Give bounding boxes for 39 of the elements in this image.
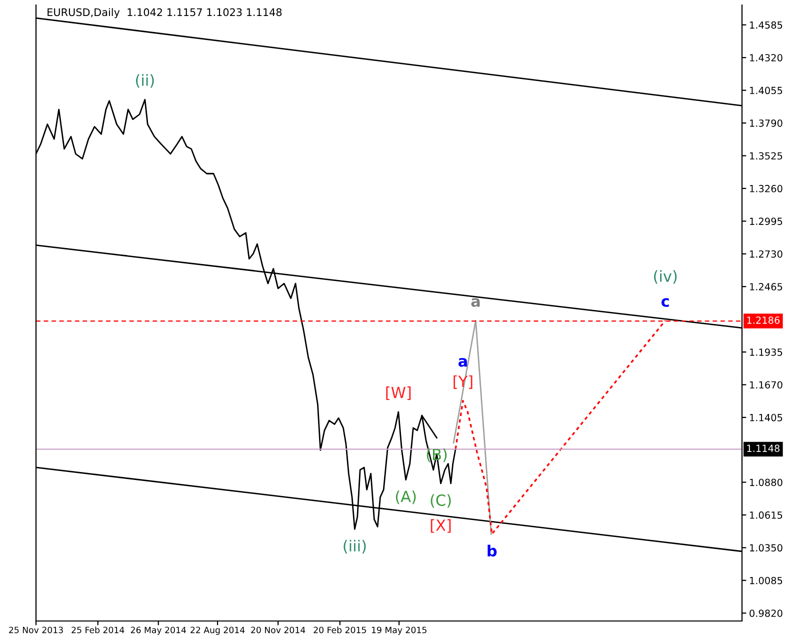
ref-line-label: 1.2186 (747, 316, 780, 324)
y-tick-label: 1.2730 (750, 250, 782, 258)
y-tick-label: 1.3525 (750, 152, 782, 160)
x-tick-label: 25 Nov 2013 (9, 626, 63, 634)
y-tick-label: 1.2995 (750, 218, 782, 225)
x-tick-label: 20 Feb 2015 (314, 626, 366, 634)
y-tick-label: 1.4585 (750, 21, 782, 29)
annotation: (iv) (654, 270, 677, 284)
annotation: (C) (430, 494, 451, 508)
y-tick-label: 1.1935 (750, 348, 782, 356)
x-tick-label: 25 Feb 2014 (72, 626, 124, 634)
annotation: (A) (396, 490, 416, 504)
chart-title: EURUSD,Daily 1.1042 1.1157 1.1023 1.1148 (48, 8, 282, 18)
y-tick-label: 1.4320 (750, 54, 782, 62)
y-tick-label: 1.0350 (750, 544, 782, 552)
y-tick-label: 1.4055 (750, 86, 782, 94)
y-tick-label: 1.3260 (750, 184, 782, 192)
annotation: (ii) (136, 74, 154, 88)
annotation: [X] (430, 519, 451, 533)
y-tick-label: 1.0880 (750, 478, 782, 486)
y-tick-label: 1.1670 (750, 381, 782, 389)
x-tick-label: 26 May 2014 (130, 626, 186, 635)
annotation: a (458, 358, 467, 367)
x-tick-label: 19 May 2015 (372, 626, 426, 635)
y-tick-label: 1.1405 (750, 414, 782, 422)
annotation: [W] (386, 386, 411, 400)
annotation: c (661, 298, 669, 307)
ref-line-label: 1.1148 (747, 444, 780, 452)
annotation: (iii) (344, 540, 366, 554)
x-tick-label: 22 Aug 2014 (190, 626, 245, 635)
x-tick-label: 20 Nov 2014 (251, 626, 306, 634)
y-tick-label: 1.0615 (750, 511, 782, 519)
annotation: [Y] (454, 375, 472, 389)
y-tick-label: 1.0085 (750, 576, 782, 584)
annotation: b (488, 544, 497, 557)
y-tick-label: 1.2465 (750, 283, 782, 290)
y-tick-label: 0.9820 (750, 610, 782, 617)
y-tick-label: 1.3790 (750, 119, 782, 127)
annotation: a (471, 298, 480, 307)
